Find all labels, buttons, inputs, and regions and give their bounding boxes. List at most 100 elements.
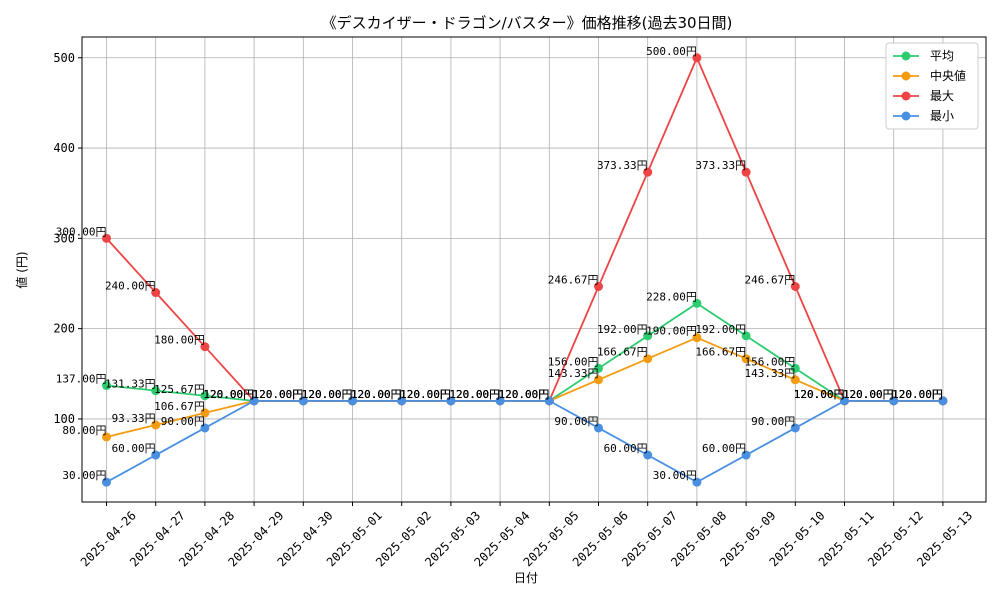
data-label: 156.00円 <box>548 355 599 368</box>
data-point <box>741 354 751 364</box>
data-label: 120.00円 <box>449 388 500 401</box>
data-label: 190.00円 <box>646 325 697 338</box>
data-point <box>151 420 161 430</box>
data-labels: 137.00円131.33円125.67円120.00円120.00円120.0… <box>56 45 943 482</box>
data-label: 60.00円 <box>604 442 648 455</box>
legend-label: 最小 <box>930 109 954 123</box>
data-label: 120.00円 <box>449 388 500 401</box>
data-point <box>741 331 751 341</box>
data-label: 246.67円 <box>745 274 796 287</box>
data-point <box>692 53 702 63</box>
y-tick-label: 500 <box>53 51 75 65</box>
data-label: 120.00円 <box>253 388 304 401</box>
data-point <box>790 375 800 385</box>
data-label: 240.00円 <box>105 280 156 293</box>
data-point <box>102 477 111 487</box>
data-label: 120.00円 <box>843 388 894 401</box>
legend-swatch-marker <box>901 51 911 61</box>
data-point <box>840 396 849 406</box>
legend-box <box>885 42 979 130</box>
data-point <box>594 282 603 292</box>
data-point <box>594 375 603 385</box>
data-label: 500.00円 <box>646 45 697 58</box>
data-point <box>102 381 111 391</box>
data-point <box>741 167 751 177</box>
data-label: 120.00円 <box>892 388 943 401</box>
data-label: 120.00円 <box>253 388 304 401</box>
data-point <box>643 331 653 341</box>
data-label: 192.00円 <box>695 323 746 336</box>
data-label: 120.00円 <box>253 388 304 401</box>
data-point <box>643 167 653 177</box>
data-label: 120.00円 <box>351 388 402 401</box>
data-label: 120.00円 <box>400 388 451 401</box>
legend-swatch-marker <box>901 71 911 81</box>
y-tick-label: 100 <box>53 412 75 426</box>
y-tick-label: 200 <box>53 322 75 336</box>
data-point <box>692 298 702 308</box>
legend-label: 中央値 <box>930 68 966 83</box>
data-point <box>102 233 111 243</box>
data-point <box>692 477 702 487</box>
data-point <box>544 396 554 406</box>
data-label: 120.00円 <box>302 388 353 401</box>
data-label: 228.00円 <box>646 290 697 303</box>
y-tick-label: 300 <box>53 231 75 245</box>
data-label: 120.00円 <box>400 388 451 401</box>
data-label: 246.67円 <box>548 274 599 287</box>
data-label: 90.00円 <box>161 415 205 428</box>
data-label: 125.67円 <box>154 383 205 396</box>
legend-label: 平均 <box>930 49 954 63</box>
data-point <box>790 282 800 292</box>
plot-area-frame <box>81 36 987 503</box>
data-label: 373.33円 <box>597 159 648 172</box>
data-point <box>790 363 800 373</box>
data-label: 143.33円 <box>745 367 796 380</box>
data-point <box>446 396 456 406</box>
data-label: 30.00円 <box>653 469 697 482</box>
data-point <box>938 396 948 406</box>
data-label: 30.00円 <box>62 469 106 482</box>
legend-swatch-marker <box>901 91 911 101</box>
data-label: 120.00円 <box>400 388 451 401</box>
chart-title: 《デスカイザー・ドラゴン/バスター》価格推移(過去30日間) <box>322 14 733 32</box>
data-label: 143.33円 <box>548 367 599 380</box>
grid <box>82 37 986 502</box>
data-label: 120.00円 <box>253 388 304 401</box>
data-label: 120.00円 <box>843 388 894 401</box>
data-point <box>200 391 210 401</box>
y-axis-label: 値 (円) <box>14 251 29 288</box>
data-point <box>348 396 357 406</box>
data-label: 120.00円 <box>892 388 943 401</box>
data-point <box>102 432 111 442</box>
data-label: 373.33円 <box>695 159 746 172</box>
data-point <box>889 396 899 406</box>
data-label: 120.00円 <box>400 388 451 401</box>
data-point <box>594 363 603 373</box>
series-line <box>106 302 943 402</box>
data-point <box>643 354 653 364</box>
data-label: 120.00円 <box>203 388 254 401</box>
data-label: 180.00円 <box>154 334 205 347</box>
data-label: 120.00円 <box>794 388 845 401</box>
data-label: 131.33円 <box>105 378 156 391</box>
data-point <box>741 450 751 460</box>
data-point <box>151 450 161 460</box>
data-label: 300.00円 <box>56 225 107 238</box>
data-label: 192.00円 <box>597 323 648 336</box>
data-label: 120.00円 <box>302 388 353 401</box>
data-label: 93.33円 <box>112 412 156 425</box>
data-label: 120.00円 <box>499 388 550 401</box>
data-point <box>397 396 407 406</box>
data-label: 166.67円 <box>695 346 746 359</box>
data-label: 120.00円 <box>499 388 550 401</box>
x-axis-label: 日付 <box>514 571 538 585</box>
data-point <box>495 396 505 406</box>
data-label: 120.00円 <box>351 388 402 401</box>
data-point <box>643 450 653 460</box>
data-point <box>790 423 800 433</box>
data-label: 120.00円 <box>449 388 500 401</box>
x-axis: 2025-04-262025-04-272025-04-282025-04-29… <box>78 502 975 569</box>
data-label: 120.00円 <box>203 388 254 401</box>
